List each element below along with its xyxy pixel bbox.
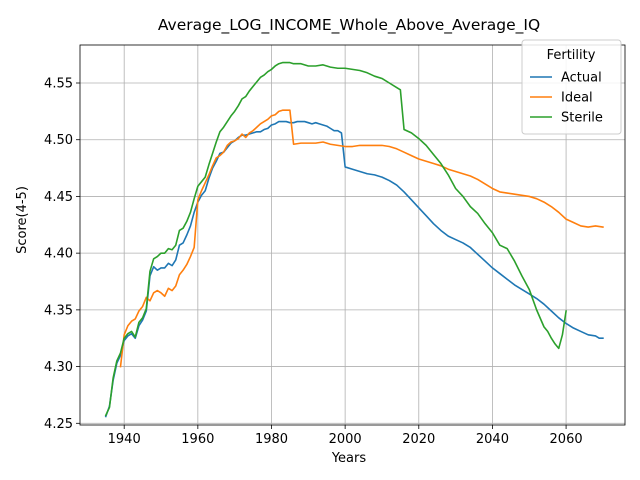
y-tick-label: 4.55 xyxy=(44,77,73,92)
legend-label-actual: Actual xyxy=(561,71,602,86)
y-tick-label: 4.45 xyxy=(44,190,73,205)
series-line-ideal xyxy=(119,109,604,368)
series-lines xyxy=(104,61,604,418)
y-axis-label: Score(4-5) xyxy=(15,186,30,254)
x-axis: 1940 1960 1980 2000 2020 2040 2060 xyxy=(108,425,583,447)
x-axis-label: Years xyxy=(331,451,367,466)
legend: Fertility Actual Ideal Sterile xyxy=(521,39,622,135)
grid-lines xyxy=(80,45,625,425)
legend-title: Fertility xyxy=(547,48,596,63)
legend-box xyxy=(521,39,622,135)
x-tick-label: 1960 xyxy=(181,432,214,447)
legend-entries: Actual Ideal Sterile xyxy=(530,71,603,126)
x-tick-label: 2040 xyxy=(476,432,509,447)
y-tick-label: 4.50 xyxy=(44,133,73,148)
chart-title: Average_LOG_INCOME_Whole_Above_Average_I… xyxy=(158,16,540,35)
legend-label-sterile: Sterile xyxy=(561,111,603,126)
y-tick-label: 4.40 xyxy=(44,247,73,262)
x-tick-label: 2060 xyxy=(550,432,583,447)
x-tick-label: 1940 xyxy=(108,432,141,447)
y-tick-label: 4.25 xyxy=(44,417,73,432)
legend-label-ideal: Ideal xyxy=(561,91,593,106)
series-line-sterile xyxy=(104,61,567,417)
plot-frame xyxy=(79,44,626,426)
y-axis: 4.25 4.30 4.35 4.40 4.45 4.50 4.55 xyxy=(44,77,80,432)
x-tick-label: 1980 xyxy=(255,432,288,447)
y-tick-label: 4.35 xyxy=(44,303,73,318)
y-tick-label: 4.30 xyxy=(44,360,73,375)
x-tick-label: 2000 xyxy=(329,432,362,447)
x-tick-label: 2020 xyxy=(402,432,435,447)
